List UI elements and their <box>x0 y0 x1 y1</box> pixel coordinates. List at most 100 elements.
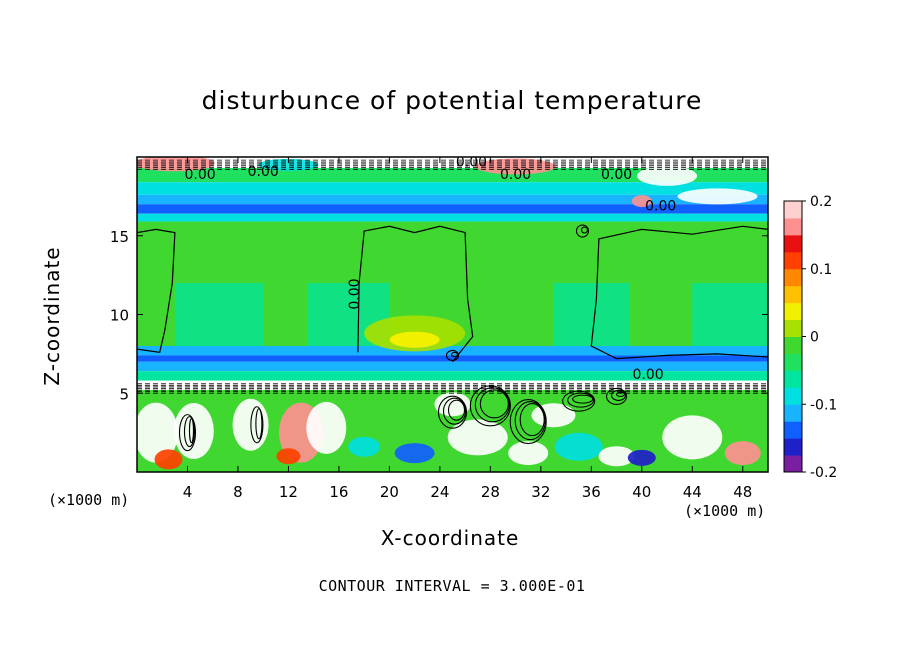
colorbar-swatch <box>784 438 802 456</box>
field-band <box>137 204 768 214</box>
colorbar-swatch <box>784 404 802 422</box>
contour-label: 0.00 <box>633 367 664 383</box>
x-tick-label: 32 <box>531 483 550 501</box>
field-patch <box>637 165 698 186</box>
colorbar-tick-label: -0.2 <box>810 465 837 481</box>
colorbar-tick-label: 0.1 <box>810 262 832 278</box>
colorbar-swatch <box>784 201 802 219</box>
colorbar-swatch <box>784 319 802 337</box>
contour-label: 0.00 <box>185 167 216 183</box>
y-tick-label: 5 <box>119 385 129 403</box>
contour-line <box>474 387 510 423</box>
colorbar-swatch <box>784 302 802 321</box>
colorbar-swatch <box>784 455 802 473</box>
field-patch <box>724 441 761 466</box>
colorbar: 0.2 0.1 0 -0.1 -0.2 <box>783 194 837 481</box>
field-band <box>137 182 768 195</box>
field-patch <box>475 158 556 175</box>
field-patch <box>627 449 656 466</box>
chart-title: disturbunce of potential temperature <box>201 86 703 115</box>
field-patch <box>447 419 508 456</box>
contour-line <box>178 414 197 452</box>
contour-labels: 0.00 0.00 0.00 0.00 0.00 0.00 0.00 0.00 <box>185 154 677 383</box>
contour-line <box>567 392 595 408</box>
contour-line <box>479 389 509 419</box>
colorbar-swatch <box>784 234 802 253</box>
contour-line <box>572 394 594 404</box>
field-patch <box>174 283 264 346</box>
field-band <box>137 371 768 381</box>
x-tick-label: 28 <box>481 483 500 501</box>
contour-line <box>357 225 474 363</box>
field-patch <box>394 443 435 464</box>
colorbar-tick-label: -0.1 <box>810 397 837 413</box>
colorbar-swatch <box>784 268 802 287</box>
contour-interval-note: CONTOUR INTERVAL = 3.000E-01 <box>318 577 586 595</box>
field-band <box>137 355 768 362</box>
colorbar-swatch <box>784 217 802 236</box>
contour-line <box>447 399 466 421</box>
field-patch <box>631 195 652 208</box>
contour-line <box>580 226 589 234</box>
field-patch <box>137 402 178 463</box>
x-axis: 4 8 12 16 20 24 28 32 36 40 44 48 <box>183 157 752 501</box>
colorbar-swatch <box>784 370 802 388</box>
x-tick-label: 20 <box>380 483 399 501</box>
contour-line <box>450 351 459 358</box>
field-patch <box>306 401 347 454</box>
x-axis-unit: (×1000 m) <box>684 502 766 520</box>
x-tick-label: 16 <box>329 483 348 501</box>
field-patch <box>677 188 758 205</box>
x-tick-label: 36 <box>582 483 601 501</box>
y-axis-unit: (×1000 m) <box>48 491 130 509</box>
contour-line <box>616 391 626 397</box>
contour-line <box>437 395 468 429</box>
x-axis-label: X-coordinate <box>380 526 520 550</box>
field-patch <box>553 283 630 346</box>
contour-label: 0.00 <box>500 167 531 183</box>
x-tick-label: 48 <box>733 483 752 501</box>
y-axis-label: Z-coordinate <box>40 246 64 386</box>
contour-line <box>137 228 176 353</box>
contour-line <box>575 224 590 238</box>
x-tick-label: 8 <box>233 483 243 501</box>
colorbar-swatch <box>784 285 802 304</box>
colorbar-swatch <box>784 421 802 439</box>
heatmap-field <box>137 157 768 472</box>
contour-label: 0.00 <box>645 199 676 215</box>
field-band <box>137 213 768 222</box>
colorbar-tick-label: 0 <box>810 330 819 346</box>
y-tick-label: 15 <box>110 228 129 246</box>
x-tick-label: 44 <box>683 483 702 501</box>
field-patch <box>154 449 183 470</box>
field-band <box>137 168 768 183</box>
contour-line <box>250 406 264 444</box>
field-patch <box>508 441 549 466</box>
contour-line <box>469 385 511 427</box>
contour-label: 0.00 <box>248 164 279 180</box>
colorbar-tick-label: 0.2 <box>810 194 832 210</box>
field-patch <box>598 446 635 467</box>
x-tick-label: 40 <box>632 483 651 501</box>
contour-line <box>442 397 467 425</box>
colorbar-swatch <box>784 353 802 371</box>
contour-line <box>255 408 263 440</box>
colorbar-swatch <box>784 251 802 270</box>
contour-line <box>606 387 628 405</box>
contour-line <box>611 389 627 401</box>
contour-lines <box>137 159 768 452</box>
x-tick-label: 24 <box>430 483 449 501</box>
field-patch <box>662 415 723 460</box>
field-patch <box>692 283 768 346</box>
field-patch <box>531 403 576 428</box>
contour-line <box>590 225 768 360</box>
contour-label: 0.00 <box>456 154 487 170</box>
contour-line <box>445 349 460 362</box>
field-patch <box>389 331 440 348</box>
contour-line <box>519 403 545 437</box>
y-tick-label: 10 <box>110 307 129 325</box>
colorbar-swatch <box>784 336 802 354</box>
field-patch <box>554 432 603 461</box>
